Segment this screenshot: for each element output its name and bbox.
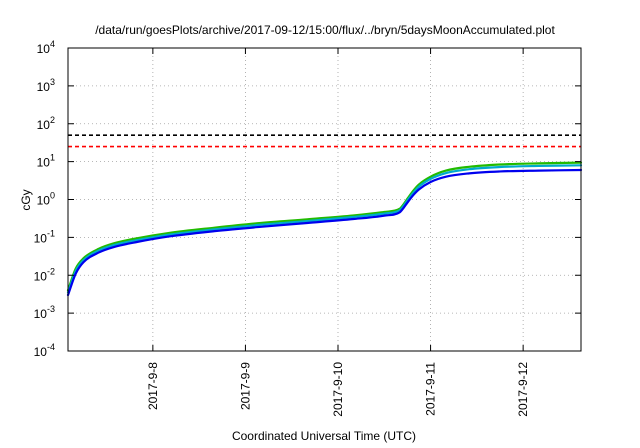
series-line — [66, 161, 583, 292]
x-tick-label: 2017-9-11 — [424, 362, 438, 416]
y-tick-label: 10-1 — [34, 228, 55, 245]
y-tick-label: 10-3 — [34, 304, 55, 321]
y-axis-label: cGy — [19, 189, 33, 210]
x-axis-ticks: 2017-9-8 2017-9-9 2017-9-10 2017-9-11 2017-9… — [146, 48, 530, 417]
y-tick-label: 10-2 — [34, 266, 55, 283]
y-tick-label: 102 — [37, 115, 55, 132]
y-tick-label: 103 — [37, 77, 55, 94]
chart-title: /data/run/goesPlots/archive/2017-09-12/1… — [95, 23, 555, 37]
x-axis-label: Coordinated Universal Time (UTC) — [232, 429, 416, 443]
x-tick-label: 2017-9-10 — [331, 362, 345, 417]
y-tick-label: 101 — [37, 153, 55, 170]
x-tick-label: 2017-9-12 — [516, 362, 530, 417]
x-tick-label: 2017-9-9 — [238, 362, 252, 410]
y-tick-label: 100 — [37, 191, 55, 208]
series-line — [66, 164, 583, 294]
y-axis-ticks: 10-4 10-3 10-2 10-1 100 101 102 103 104 — [34, 39, 581, 359]
y-tick-label: 10-4 — [34, 342, 55, 359]
x-tick-label: 2017-9-8 — [146, 362, 160, 410]
grid — [68, 48, 581, 351]
series-lines — [66, 161, 583, 297]
y-tick-label: 104 — [37, 39, 55, 56]
reference-lines — [68, 134, 581, 148]
series-line — [66, 168, 583, 297]
